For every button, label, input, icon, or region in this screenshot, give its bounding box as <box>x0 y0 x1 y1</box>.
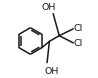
Text: OH: OH <box>41 3 55 12</box>
Text: Cl: Cl <box>74 24 83 33</box>
Text: OH: OH <box>44 67 59 76</box>
Text: Cl: Cl <box>74 39 83 48</box>
